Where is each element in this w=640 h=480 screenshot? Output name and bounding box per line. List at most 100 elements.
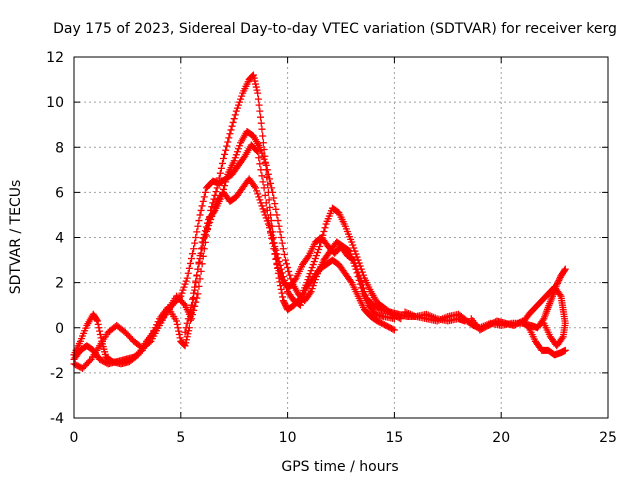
data-point <box>270 194 278 202</box>
data-point <box>263 166 271 174</box>
data-point <box>185 310 193 318</box>
data-point <box>265 175 273 183</box>
data-point <box>237 95 245 103</box>
data-point <box>217 164 225 172</box>
data-point <box>249 71 257 79</box>
data-point <box>185 264 193 272</box>
data-point <box>153 321 161 329</box>
data-point <box>299 295 307 303</box>
data-point <box>196 275 204 283</box>
data-point <box>308 285 316 293</box>
data-point <box>349 241 357 249</box>
data-point <box>261 158 269 166</box>
data-point <box>260 146 268 154</box>
data-point <box>277 265 285 273</box>
data-point <box>197 249 205 257</box>
data-point <box>192 234 200 241</box>
data-point <box>201 230 209 238</box>
data-point <box>181 342 189 350</box>
data-point <box>212 200 220 208</box>
data-point <box>191 239 199 247</box>
data-point <box>359 271 367 279</box>
y-tick-label: 0 <box>55 321 64 337</box>
data-point <box>276 278 284 286</box>
data-point <box>261 211 269 219</box>
data-point <box>221 182 229 190</box>
data-point <box>281 300 289 308</box>
data-point <box>259 132 267 140</box>
data-point <box>257 119 265 127</box>
y-tick-label: 12 <box>46 50 64 66</box>
data-point <box>269 235 277 243</box>
data-point <box>233 104 241 112</box>
data-point <box>215 174 223 182</box>
data-point <box>253 86 261 94</box>
data-point <box>272 246 280 254</box>
data-point <box>263 217 271 225</box>
data-point <box>180 283 188 291</box>
data-point <box>280 250 288 258</box>
data-point <box>349 256 357 264</box>
data-point <box>320 227 328 235</box>
data-point <box>227 126 235 134</box>
data-point <box>200 193 208 201</box>
data-point <box>223 174 231 182</box>
data-point <box>254 148 262 156</box>
data-point <box>193 228 201 236</box>
data-point <box>287 275 295 283</box>
data-point <box>284 264 292 272</box>
data-point <box>250 182 258 190</box>
data-point <box>278 289 286 297</box>
data-point <box>281 301 289 309</box>
data-point <box>321 224 329 232</box>
data-point <box>199 197 207 205</box>
data-point <box>283 260 291 268</box>
data-point <box>93 317 101 325</box>
data-point <box>256 160 264 168</box>
data-point <box>187 255 195 263</box>
data-point <box>198 238 206 246</box>
data-point <box>271 200 279 208</box>
data-point <box>281 280 289 288</box>
y-tick-label: -4 <box>50 411 64 427</box>
data-point <box>182 339 190 347</box>
data-point <box>286 271 294 279</box>
data-point <box>210 206 218 214</box>
data-point <box>182 277 190 285</box>
data-point <box>221 150 229 158</box>
data-point <box>196 211 204 219</box>
data-point <box>251 77 259 85</box>
data-point <box>182 324 190 332</box>
data-point <box>348 253 356 261</box>
chart-title: Day 175 of 2023, Sidereal Day-to-day VTE… <box>53 21 617 37</box>
data-point <box>350 244 358 252</box>
data-point <box>211 191 219 199</box>
data-point <box>317 239 325 247</box>
data-point <box>234 145 242 153</box>
data-point <box>261 191 269 199</box>
data-point <box>214 179 222 187</box>
data-point <box>350 259 358 267</box>
data-point <box>189 295 197 303</box>
data-point <box>347 277 355 285</box>
data-point <box>274 217 282 225</box>
data-point <box>223 142 231 150</box>
data-point <box>148 330 156 338</box>
data-point <box>319 231 327 239</box>
data-point <box>256 196 264 204</box>
data-point <box>274 254 282 262</box>
data-point <box>233 148 241 156</box>
data-point <box>252 83 260 91</box>
data-point <box>187 301 195 309</box>
data-point <box>260 184 268 192</box>
data-point <box>316 243 324 251</box>
data-point <box>224 138 232 146</box>
data-point <box>301 289 309 297</box>
data-point <box>96 327 104 335</box>
data-point <box>255 101 263 109</box>
data-point <box>265 224 273 232</box>
data-point <box>347 250 355 258</box>
data-point <box>311 255 319 263</box>
data-point <box>175 327 183 335</box>
